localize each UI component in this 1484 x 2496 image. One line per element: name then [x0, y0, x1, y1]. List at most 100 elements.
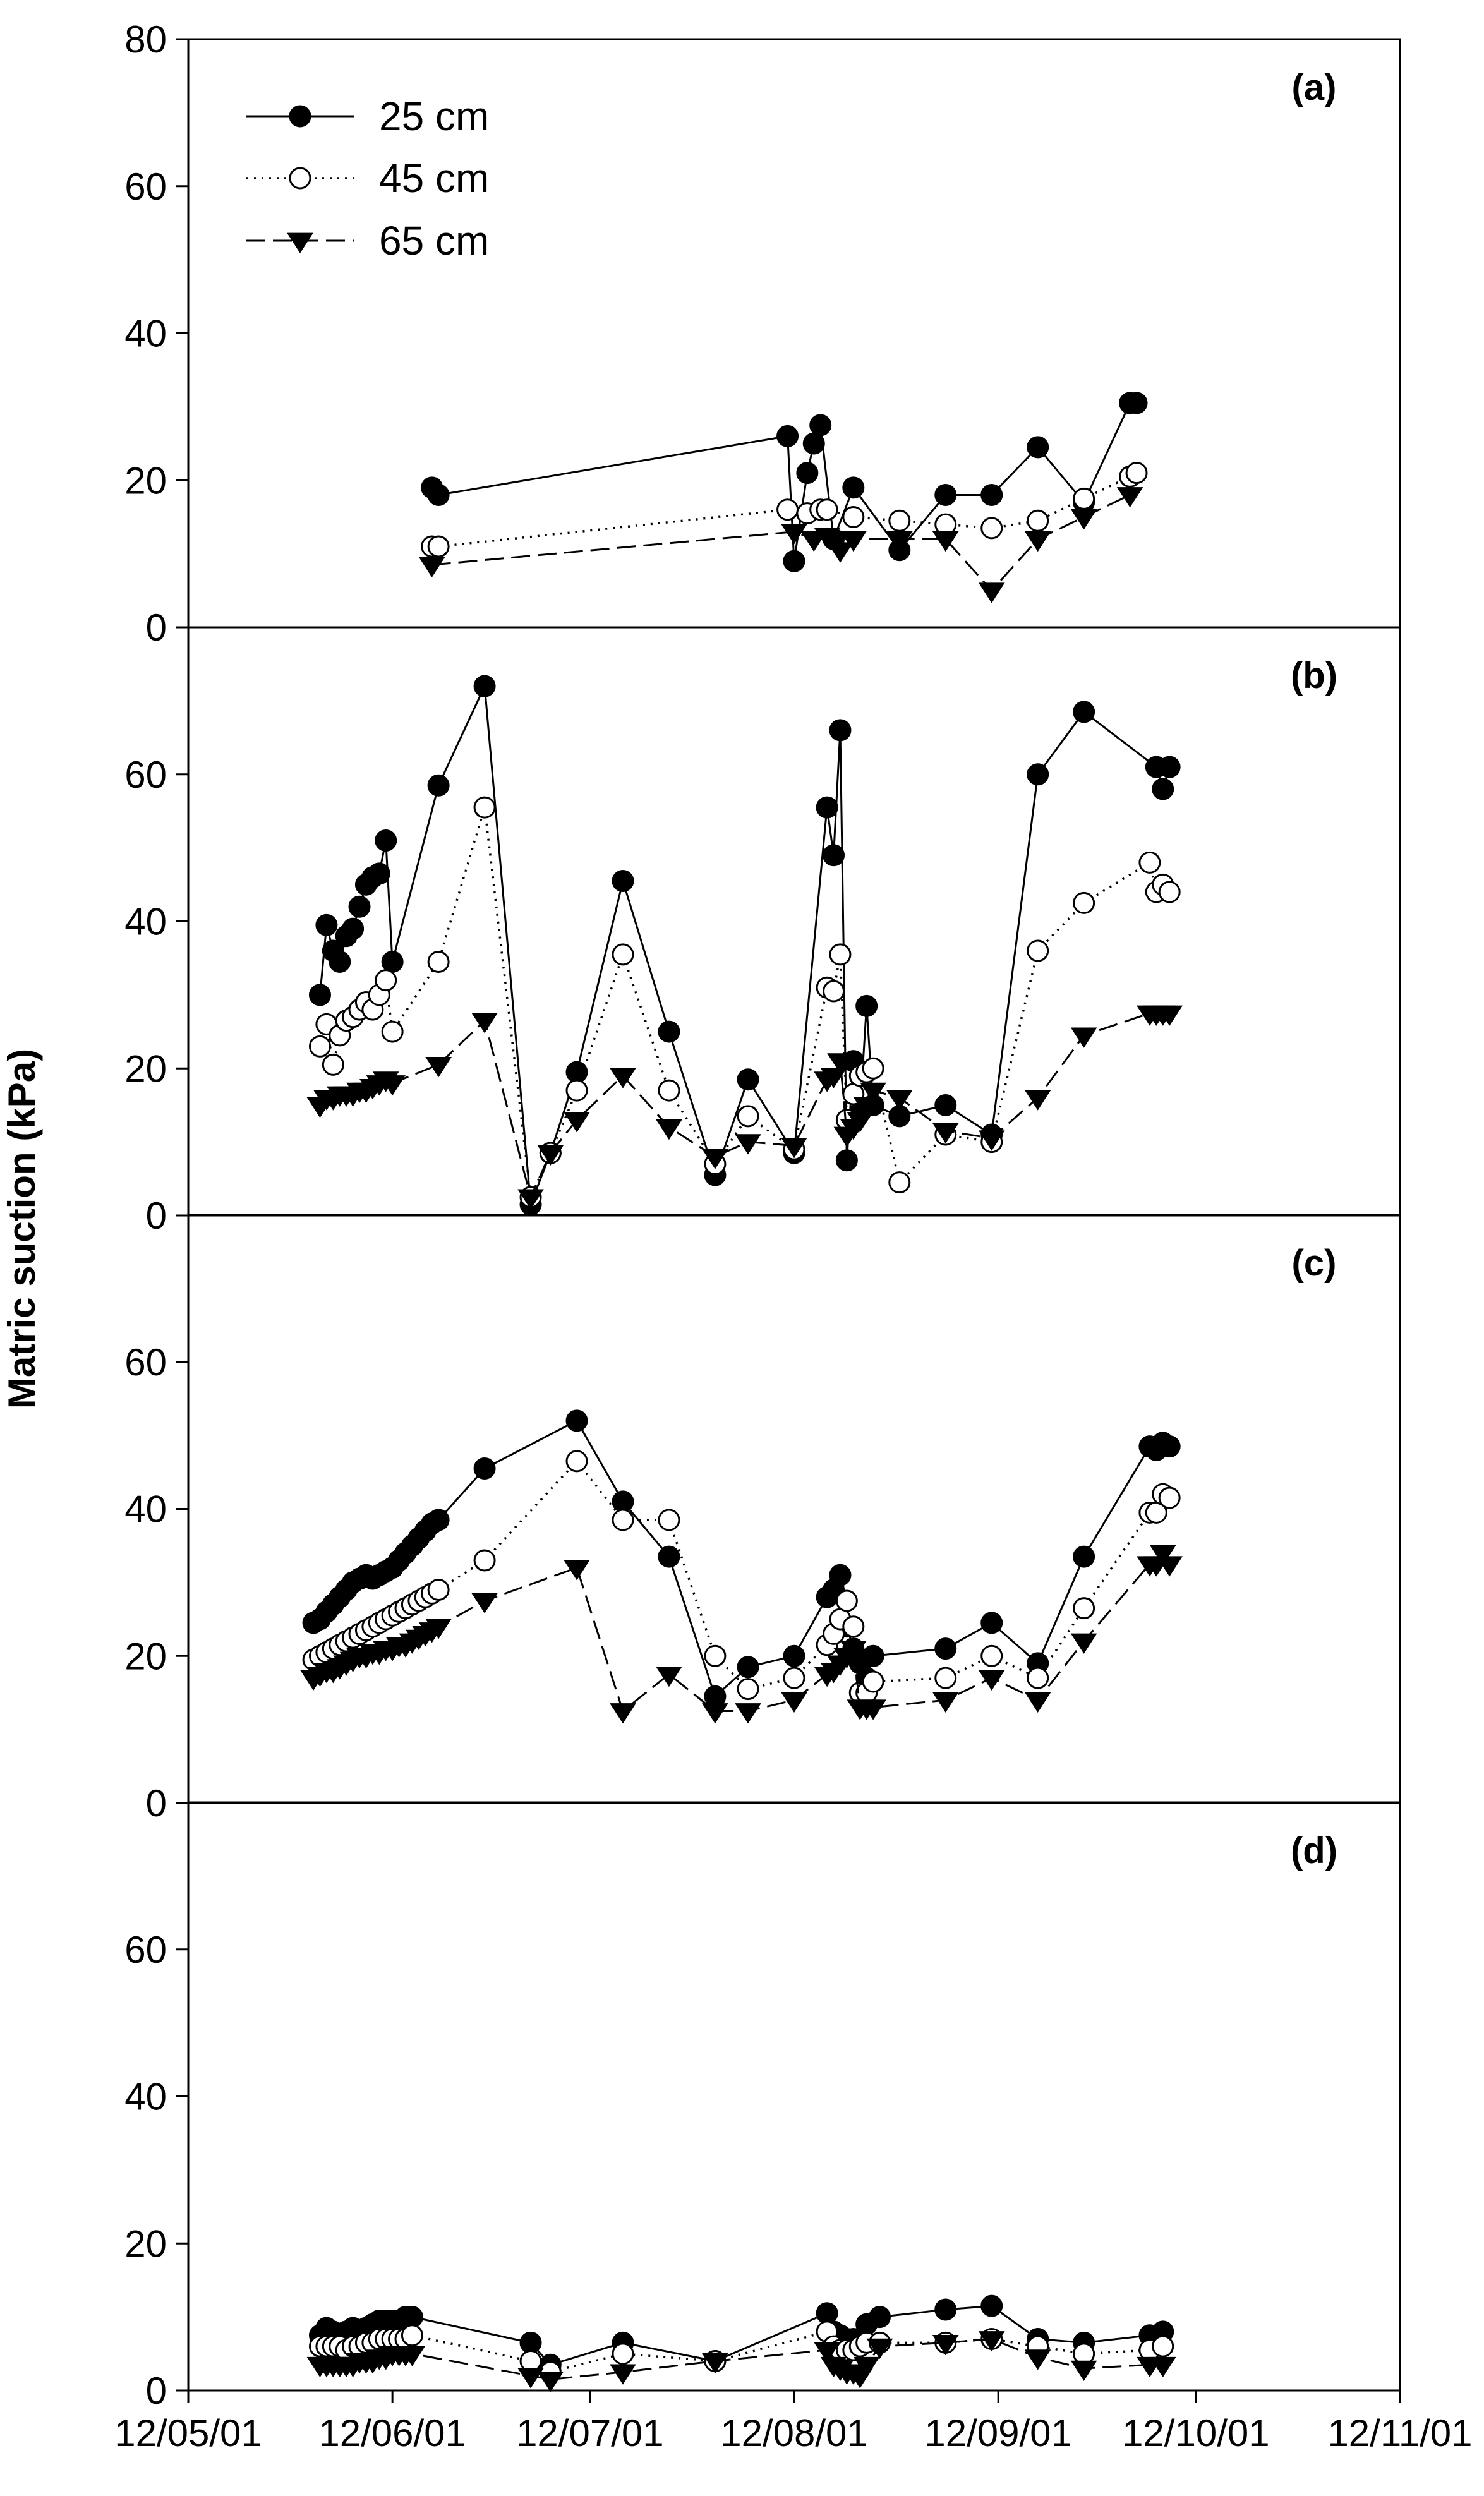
data-point	[610, 2364, 636, 2385]
data-point	[737, 1678, 759, 1701]
data-point	[425, 1057, 452, 1078]
data-point	[1156, 1556, 1183, 1577]
data-point	[1125, 462, 1148, 485]
data-point	[565, 1061, 588, 1083]
data-point	[829, 719, 852, 742]
data-point	[1070, 509, 1097, 530]
panel-frame	[187, 1801, 1401, 2392]
data-point	[1152, 778, 1174, 800]
data-point	[934, 1637, 957, 1660]
data-point	[888, 1171, 911, 1194]
data-point	[565, 1450, 588, 1473]
data-point	[1073, 1597, 1095, 1620]
data-point	[783, 1667, 805, 1689]
data-point	[978, 582, 1005, 603]
data-point	[980, 484, 1003, 507]
data-point	[934, 1667, 957, 1689]
y-tick-label: 20	[124, 459, 167, 502]
series-line	[319, 1012, 1170, 1200]
data-point	[829, 1564, 852, 1586]
data-point	[425, 1619, 452, 1639]
y-tick-label: 60	[124, 1929, 167, 1971]
x-tick-label: 12/11/01	[1327, 2412, 1472, 2454]
data-point	[737, 1656, 759, 1679]
panel-label: (b)	[1291, 655, 1337, 696]
data-point	[471, 1013, 498, 1034]
data-point	[612, 1490, 634, 1513]
data-point	[517, 1189, 544, 1210]
legend-label: 65 cm	[379, 218, 489, 263]
data-point	[401, 2324, 423, 2347]
y-tick-label: 40	[124, 313, 167, 355]
data-point	[427, 484, 450, 507]
data-point	[1024, 531, 1051, 552]
x-tick-label: 12/06/01	[318, 2412, 466, 2454]
data-point	[842, 1615, 865, 1638]
data-point	[816, 498, 838, 521]
data-point	[702, 2353, 728, 2374]
data-point	[809, 414, 832, 437]
data-point	[473, 796, 496, 819]
data-point	[1024, 2349, 1051, 2370]
data-point	[978, 1130, 1005, 1151]
data-point	[702, 1149, 728, 1169]
data-point	[842, 505, 865, 528]
data-point	[1073, 487, 1095, 510]
legend-marker	[287, 232, 313, 253]
data-point	[816, 796, 838, 819]
data-point	[702, 1703, 728, 1724]
data-point	[537, 2372, 564, 2392]
data-point	[888, 509, 911, 532]
y-tick-label: 60	[124, 1341, 167, 1384]
panel-label: (a)	[1292, 67, 1337, 108]
y-tick-label: 80	[124, 18, 167, 61]
x-tick-label: 12/07/01	[516, 2412, 664, 2454]
data-point	[315, 913, 338, 936]
y-tick-label: 60	[124, 754, 167, 796]
data-point	[427, 535, 450, 558]
data-point	[783, 1644, 805, 1667]
data-point	[735, 1703, 761, 1724]
data-point	[1070, 1633, 1097, 1654]
y-tick-label: 0	[146, 1195, 167, 1237]
data-point	[860, 1082, 886, 1104]
data-point	[829, 943, 852, 966]
data-point	[816, 2302, 838, 2325]
data-point	[1158, 756, 1181, 778]
data-point	[1125, 392, 1148, 414]
x-tick-label: 12/08/01	[720, 2412, 868, 2454]
data-point	[866, 2338, 893, 2360]
data-point	[1024, 1090, 1051, 1111]
data-point	[860, 1699, 886, 1720]
data-point	[658, 1020, 680, 1043]
data-point	[342, 917, 365, 940]
data-point	[855, 994, 878, 1017]
data-point	[862, 1057, 884, 1080]
data-point	[401, 2306, 423, 2329]
data-point	[737, 1105, 759, 1128]
data-point	[612, 943, 634, 966]
data-point	[737, 1068, 759, 1091]
data-point	[980, 2294, 1003, 2317]
data-point	[473, 675, 496, 697]
data-point	[932, 2334, 959, 2356]
panel-label: (c)	[1292, 1243, 1337, 1284]
data-point	[537, 1145, 564, 1166]
data-point	[932, 1692, 959, 1713]
data-point	[835, 1149, 858, 1172]
data-point	[1158, 881, 1181, 903]
data-point	[1073, 1545, 1095, 1568]
data-point	[381, 951, 404, 974]
data-point	[658, 1079, 680, 1102]
data-point	[610, 1068, 636, 1088]
data-point	[827, 542, 854, 563]
data-point	[418, 557, 445, 577]
data-point	[379, 1075, 406, 1096]
data-point	[308, 984, 331, 1006]
data-point	[564, 1560, 590, 1581]
data-point	[1158, 1486, 1181, 1509]
data-point	[656, 1666, 682, 1687]
data-point	[1156, 1005, 1183, 1026]
data-point	[823, 980, 845, 1003]
